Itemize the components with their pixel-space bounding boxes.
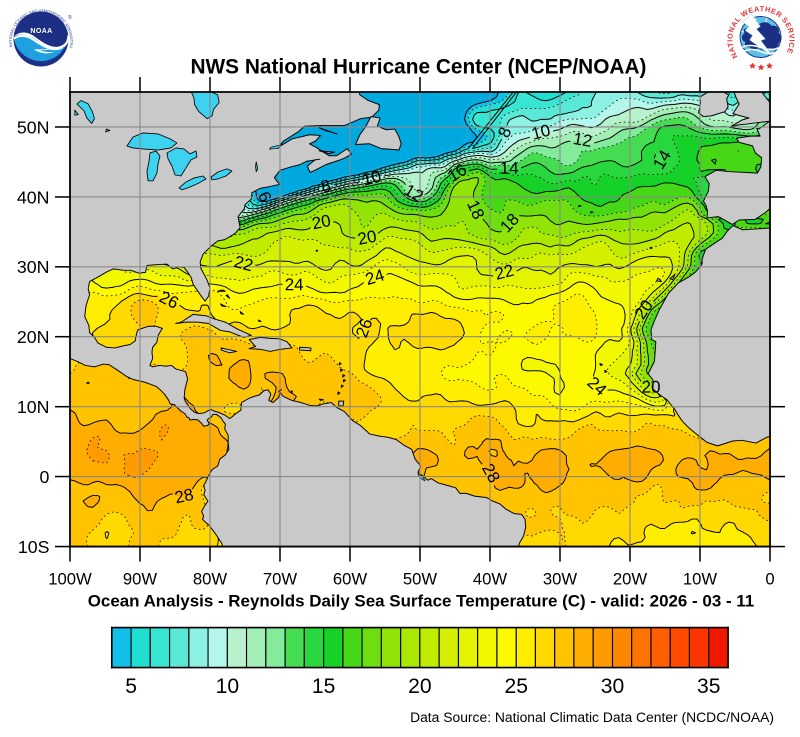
- svg-text:50N: 50N: [17, 118, 50, 138]
- svg-text:100W: 100W: [48, 570, 92, 589]
- svg-text:70W: 70W: [263, 570, 298, 589]
- svg-text:8: 8: [319, 176, 333, 197]
- svg-text:80W: 80W: [193, 570, 228, 589]
- svg-text:20W: 20W: [613, 570, 648, 589]
- svg-text:10: 10: [216, 675, 239, 698]
- svg-text:30W: 30W: [543, 570, 578, 589]
- svg-text:14: 14: [500, 159, 519, 178]
- svg-text:90W: 90W: [123, 570, 158, 589]
- svg-text:10: 10: [529, 121, 552, 144]
- svg-text:20N: 20N: [17, 327, 50, 347]
- svg-text:12: 12: [572, 129, 594, 151]
- svg-text:35: 35: [697, 675, 720, 698]
- svg-text:60W: 60W: [333, 570, 368, 589]
- svg-text:40W: 40W: [473, 570, 508, 589]
- svg-text:50W: 50W: [403, 570, 438, 589]
- svg-text:Data Source: National Climatic: Data Source: National Climatic Data Cent…: [410, 709, 774, 725]
- svg-text:24: 24: [285, 275, 304, 294]
- svg-text:15: 15: [312, 675, 335, 698]
- svg-text:20: 20: [310, 211, 332, 233]
- svg-text:10: 10: [360, 167, 383, 190]
- svg-text:40N: 40N: [17, 187, 50, 207]
- svg-text:20: 20: [642, 378, 661, 397]
- svg-text:22: 22: [493, 261, 516, 284]
- svg-text:10W: 10W: [683, 570, 718, 589]
- svg-text:0: 0: [765, 570, 774, 589]
- svg-text:10S: 10S: [18, 537, 50, 557]
- svg-text:24: 24: [363, 265, 387, 289]
- svg-text:NOAA: NOAA: [30, 28, 52, 35]
- svg-text:25: 25: [505, 675, 528, 698]
- svg-text:20: 20: [408, 675, 431, 698]
- svg-text:30N: 30N: [17, 257, 50, 277]
- svg-text:20: 20: [356, 227, 378, 249]
- svg-text:30: 30: [601, 675, 624, 698]
- svg-text:NWS National Hurricane Center: NWS National Hurricane Center (NCEP/NOAA…: [190, 56, 646, 79]
- svg-text:28: 28: [173, 485, 195, 508]
- svg-text:22: 22: [232, 252, 255, 275]
- svg-text:0: 0: [40, 467, 50, 487]
- svg-text:10N: 10N: [17, 397, 50, 417]
- svg-text:®: ®: [68, 14, 72, 21]
- svg-text:5: 5: [125, 675, 137, 698]
- svg-text:Ocean Analysis - Reynolds Dail: Ocean Analysis - Reynolds Daily Sea Surf…: [88, 592, 754, 611]
